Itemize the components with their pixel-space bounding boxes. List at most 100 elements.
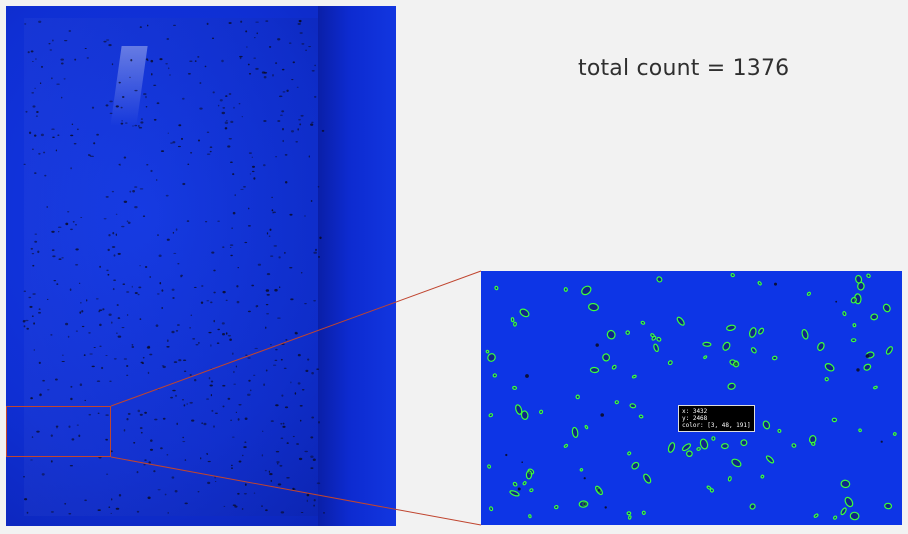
insect-speck — [189, 327, 191, 329]
insect-speck — [231, 352, 234, 355]
insect-speck — [238, 460, 242, 463]
insect-speck — [209, 384, 213, 387]
detection-contour — [676, 316, 685, 326]
insect-speck — [176, 422, 179, 426]
insect-speck — [255, 21, 259, 23]
insect-speck — [166, 339, 169, 342]
detection-contour — [760, 474, 765, 479]
insect-speck — [74, 58, 77, 61]
insect-speck — [122, 283, 126, 285]
detection-contour — [866, 273, 871, 279]
insect-speck — [146, 164, 149, 166]
detection-contour — [840, 507, 847, 516]
insect-speck — [109, 112, 113, 114]
insect-speck — [230, 246, 232, 249]
insect-speck — [239, 56, 242, 60]
insect-speck — [25, 319, 29, 322]
insect-speck — [173, 252, 177, 254]
insect-speck — [265, 20, 269, 22]
insect-speck — [116, 332, 118, 335]
insect-speck — [51, 249, 55, 252]
insect-speck — [105, 195, 109, 198]
insect-speck — [200, 457, 202, 460]
insect-speck — [219, 99, 223, 102]
insect-speck — [101, 366, 104, 370]
insect-speck — [257, 263, 262, 266]
detection-contour — [726, 324, 736, 332]
detection-contour — [842, 311, 847, 317]
insect-speck — [134, 89, 138, 92]
insect-speck — [28, 131, 32, 135]
insect-speck — [305, 49, 307, 51]
insect-speck — [70, 397, 73, 401]
insect-speck — [270, 255, 274, 257]
insect-speck — [227, 397, 231, 400]
insect-speck — [233, 370, 235, 374]
detection-contour — [487, 464, 492, 469]
insect-speck — [38, 361, 41, 365]
insect-speck — [176, 323, 180, 327]
insect-speck — [313, 251, 317, 254]
insect-speck — [157, 234, 159, 237]
insect-speck — [83, 354, 86, 356]
detection-contour — [614, 400, 619, 405]
detection-contour — [584, 424, 589, 430]
undetected-speck — [865, 354, 870, 358]
insect-speck — [231, 436, 235, 438]
insect-speck — [149, 353, 153, 356]
insect-speck — [126, 418, 129, 421]
insect-speck — [75, 248, 79, 251]
insect-speck — [266, 313, 270, 315]
insect-speck — [150, 439, 153, 442]
insect-speck — [200, 301, 204, 304]
insect-speck — [81, 325, 85, 328]
insect-speck — [282, 139, 284, 143]
insect-speck — [84, 499, 87, 502]
insect-speck — [210, 380, 214, 383]
detection-contour — [611, 364, 617, 370]
insect-speck — [226, 119, 228, 122]
insect-speck — [167, 512, 169, 514]
detection-contour — [727, 476, 732, 482]
insect-speck — [110, 512, 112, 514]
insect-speck — [293, 488, 296, 491]
insect-speck — [171, 330, 175, 334]
detection-contour — [703, 355, 708, 360]
insect-speck — [209, 146, 213, 148]
insect-speck — [233, 383, 237, 385]
insect-speck — [274, 359, 278, 362]
insect-speck — [181, 97, 185, 100]
undetected-speck — [856, 368, 860, 372]
detection-contour — [512, 385, 518, 390]
insect-speck — [153, 84, 157, 86]
detection-contour — [578, 500, 589, 508]
insect-speck — [266, 293, 270, 296]
insect-speck — [117, 317, 121, 320]
insect-speck — [172, 389, 176, 392]
insect-speck — [161, 365, 165, 367]
insect-speck — [65, 222, 69, 226]
insect-speck — [111, 246, 116, 248]
insect-speck — [47, 389, 50, 391]
insect-speck — [301, 389, 305, 391]
insect-speck — [263, 383, 265, 386]
insect-speck — [108, 44, 112, 47]
insect-speck — [52, 136, 55, 139]
insect-speck — [67, 211, 70, 213]
insect-speck — [208, 331, 212, 334]
insect-speck — [243, 185, 246, 188]
insect-speck — [278, 256, 281, 259]
insect-speck — [78, 282, 81, 284]
insect-speck — [165, 63, 168, 65]
detection-contour — [872, 385, 878, 390]
insect-speck — [110, 450, 113, 453]
insect-speck — [50, 334, 53, 336]
undetected-speck — [835, 300, 838, 303]
detection-contour — [850, 338, 857, 343]
insect-speck — [197, 56, 200, 58]
detection-contour — [489, 506, 494, 512]
insect-speck — [290, 381, 292, 384]
insect-speck — [138, 125, 140, 127]
insect-speck — [298, 19, 302, 23]
insect-speck — [314, 64, 316, 67]
